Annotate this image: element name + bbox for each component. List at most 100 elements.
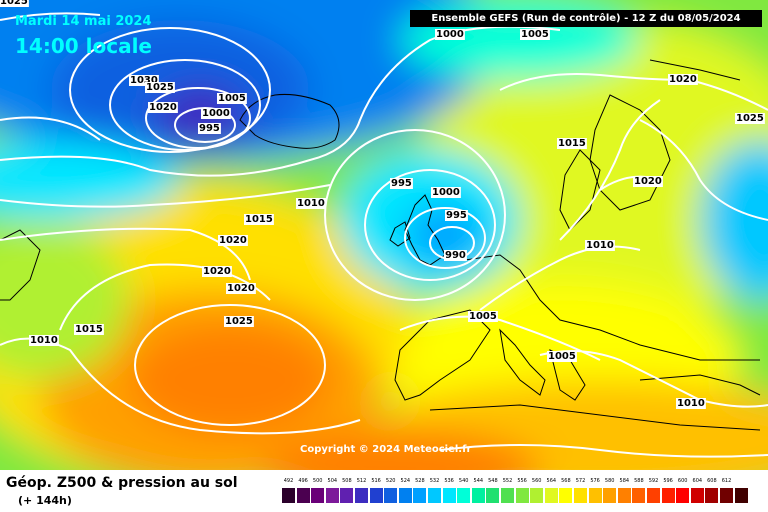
scale-swatch	[705, 488, 719, 503]
scale-tick-label: 568	[561, 478, 571, 484]
isobar-label: 1005	[217, 93, 247, 104]
isobar-label: 1005	[520, 29, 550, 40]
isobar-label: 1010	[29, 335, 59, 346]
scale-tick-label: 500	[312, 478, 323, 484]
scale-swatch	[603, 488, 617, 503]
scale-tick-label: 592	[648, 478, 659, 484]
scale-tick-label: 528	[415, 478, 425, 484]
isobar-label-background	[585, 240, 615, 251]
scale-tick-label: 564	[546, 478, 557, 484]
svg-text:1020: 1020	[219, 235, 247, 246]
scale-swatch	[501, 488, 514, 503]
scale-tick-label: 560	[531, 478, 542, 484]
scale-swatch	[457, 488, 471, 503]
scale-swatch	[325, 488, 339, 503]
scale-tick-label: 520	[385, 478, 396, 484]
isobar-label: 1005	[468, 311, 498, 322]
isobar-label: 995	[198, 123, 221, 134]
svg-text:1025: 1025	[736, 113, 764, 124]
isobar-label-background	[633, 176, 663, 187]
svg-text:995: 995	[446, 210, 467, 221]
svg-text:995: 995	[391, 178, 412, 189]
isobar-label-background	[668, 74, 698, 85]
isobar-label: 1020	[668, 74, 698, 85]
isobar-label-background	[145, 82, 175, 93]
scale-tick-label: 584	[619, 478, 630, 484]
svg-text:1020: 1020	[203, 266, 231, 277]
isobar-label-background	[435, 29, 465, 40]
isobar-label: 990	[444, 250, 467, 261]
isobar-label-background	[557, 138, 587, 149]
isobar-label: 1000	[435, 29, 465, 40]
isobar-label-background	[148, 102, 178, 113]
scale-swatch	[676, 488, 690, 503]
scale-tick-label: 504	[327, 478, 338, 484]
forecast-date: Mardi 14 mai 2024	[15, 14, 152, 29]
isobar-label: 1015	[74, 324, 104, 335]
scale-swatch	[647, 488, 660, 503]
scale-swatch	[574, 488, 587, 503]
scale-tick-label: 536	[444, 478, 454, 484]
legend-subtitle: (+ 144h)	[18, 494, 72, 507]
isobar-label-background	[444, 250, 467, 261]
scale-tick-label: 524	[400, 478, 411, 484]
scale-swatch	[369, 488, 383, 503]
scale-tick-label: 612	[721, 478, 732, 484]
isobar-label-background	[735, 113, 765, 124]
isobar-label: 1015	[244, 214, 274, 225]
isobar-label-background	[244, 214, 274, 225]
svg-text:1015: 1015	[245, 214, 273, 225]
isobar-label-background	[129, 75, 159, 86]
scale-tick-label: 600	[677, 478, 688, 484]
scale-swatch	[311, 488, 325, 503]
run-banner: Ensemble GEFS (Run de contrôle) - 12 Z d…	[410, 10, 762, 27]
isobar-label: 1025	[224, 316, 254, 327]
scale-tick-label: 604	[692, 478, 703, 484]
isobar-label-background	[431, 187, 461, 198]
coastlines	[0, 59, 761, 431]
isobar-label: 1020	[226, 283, 256, 294]
scale-swatch	[384, 488, 398, 503]
forecast-time: 14:00 locale	[15, 34, 152, 58]
scale-swatch	[544, 488, 558, 503]
copyright-text: Copyright © 2024 Meteociel.fr	[300, 444, 472, 455]
isobar-label-background	[217, 93, 247, 104]
svg-text:1020: 1020	[149, 102, 177, 113]
svg-text:1020: 1020	[634, 176, 662, 187]
isobar-labels: 1025 1030 1025 1020 1005 1000 995 1000 1…	[0, 0, 765, 409]
scale-swatch	[530, 488, 544, 503]
svg-text:1015: 1015	[558, 138, 586, 149]
scale-swatch	[398, 488, 412, 503]
scale-tick-label: 548	[488, 478, 498, 484]
scale-tick-label: 512	[356, 478, 367, 484]
svg-text:1010: 1010	[297, 198, 325, 209]
scale-swatch	[734, 488, 748, 503]
isobar-label-background	[29, 335, 59, 346]
isobar-label: 1000	[201, 108, 231, 119]
color-scale: 492 496 500 504 508 512 516 520 524 528 532 536 540 5…	[282, 478, 750, 508]
svg-text:1020: 1020	[227, 283, 255, 294]
scale-tick-label: 588	[634, 478, 644, 484]
isobar-label: 1025	[145, 82, 175, 93]
scale-swatch	[413, 488, 427, 503]
scale-swatch	[282, 488, 295, 503]
scale-tick-label: 576	[590, 478, 600, 484]
scale-swatch	[617, 488, 631, 503]
scale-swatch	[442, 488, 456, 503]
isobar-label-background	[468, 311, 498, 322]
scale-tick-label: 572	[575, 478, 586, 484]
scale-tick-label: 508	[342, 478, 352, 484]
weather-map: 1025 1030 1025 1020 1005 1000 995 1000 1…	[0, 0, 768, 470]
scale-tick-label: 608	[707, 478, 717, 484]
svg-text:1020: 1020	[669, 74, 697, 85]
scale-swatch	[559, 488, 573, 503]
legend-title: Géop. Z500 & pression au sol	[6, 475, 238, 491]
svg-text:1025: 1025	[0, 0, 28, 7]
svg-text:1010: 1010	[30, 335, 58, 346]
svg-text:1005: 1005	[521, 29, 549, 40]
scale-tick-label: 596	[663, 478, 673, 484]
scale-swatch	[720, 488, 733, 503]
isobars	[0, 12, 768, 458]
scale-tick-label: 556	[517, 478, 527, 484]
scale-tick-label: 492	[283, 478, 294, 484]
